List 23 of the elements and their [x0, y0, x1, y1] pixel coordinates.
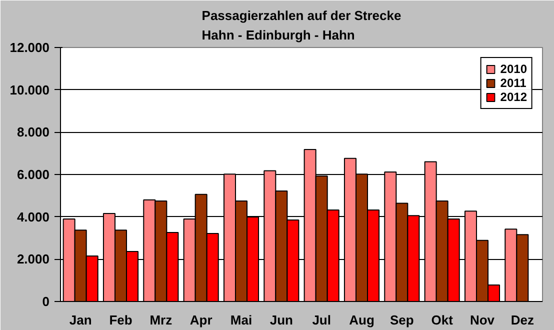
- y-tick-label: 12.000: [10, 40, 50, 55]
- y-tick-label: 10.000: [10, 82, 50, 98]
- x-tick-label: Mai: [230, 312, 252, 328]
- legend-label: 2010: [500, 62, 527, 76]
- y-tick-label: 2.000: [16, 252, 50, 267]
- y-tick-label: 6.000: [16, 167, 50, 182]
- y-tick-label: 4.000: [16, 209, 50, 224]
- x-tick-label: Dez: [510, 312, 534, 328]
- chart-title: Passagierzahlen auf der Strecke Hahn - Edinburgh - Hahn: [202, 8, 402, 42]
- legend-label: 2012: [500, 90, 527, 104]
- x-tick-label: Jun: [270, 312, 294, 328]
- x-tick-label: Mrz: [150, 312, 173, 328]
- x-tick-label: Jul: [312, 312, 331, 328]
- y-tick-label: 0: [42, 294, 50, 309]
- y-tick-label: 8.000: [16, 124, 50, 140]
- x-tick-label: Feb: [109, 312, 132, 328]
- x-tick-label: Apr: [190, 312, 212, 328]
- x-tick-label: Sep: [390, 312, 414, 328]
- x-tick-label: Jan: [69, 312, 92, 328]
- x-tick-label: Nov: [470, 312, 496, 328]
- x-tick-label: Aug: [349, 312, 374, 328]
- legend-label: 2011: [500, 76, 526, 90]
- x-tick-label: Okt: [431, 312, 454, 328]
